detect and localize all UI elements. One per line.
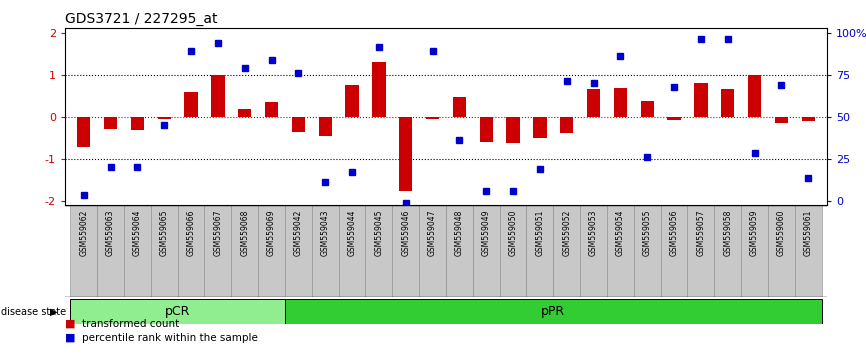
Bar <box>319 117 332 136</box>
Bar <box>795 205 822 297</box>
Bar <box>372 62 385 117</box>
Bar <box>473 205 500 297</box>
Bar <box>426 117 439 119</box>
Text: pCR: pCR <box>165 305 191 318</box>
Text: GSM559054: GSM559054 <box>616 210 625 256</box>
Bar <box>211 75 224 117</box>
Text: GSM559043: GSM559043 <box>320 210 330 256</box>
Bar <box>158 117 171 119</box>
Bar <box>258 205 285 297</box>
Bar <box>634 205 661 297</box>
Bar <box>721 90 734 117</box>
Text: GSM559060: GSM559060 <box>777 210 786 256</box>
Bar <box>668 117 681 120</box>
Text: GSM559046: GSM559046 <box>401 210 410 256</box>
Bar <box>238 109 251 117</box>
Text: pPR: pPR <box>541 305 565 318</box>
Bar <box>560 117 573 133</box>
Bar <box>768 205 795 297</box>
Text: GSM559052: GSM559052 <box>562 210 572 256</box>
Text: GSM559047: GSM559047 <box>428 210 437 256</box>
Bar <box>399 117 412 190</box>
Bar <box>131 117 144 130</box>
Text: ■: ■ <box>65 319 75 329</box>
Bar <box>231 205 258 297</box>
Text: GSM559048: GSM559048 <box>455 210 464 256</box>
Text: transformed count: transformed count <box>82 319 179 329</box>
Bar <box>614 88 627 117</box>
Bar <box>419 205 446 297</box>
Text: GSM559065: GSM559065 <box>159 210 169 256</box>
Bar <box>661 205 688 297</box>
Bar <box>802 117 815 121</box>
Bar <box>553 205 580 297</box>
Text: GSM559058: GSM559058 <box>723 210 733 256</box>
Bar <box>365 205 392 297</box>
Bar <box>480 117 493 142</box>
Text: ■: ■ <box>65 333 75 343</box>
Bar <box>292 117 305 132</box>
Text: GSM559069: GSM559069 <box>267 210 276 256</box>
Bar <box>507 117 520 143</box>
Text: GSM559055: GSM559055 <box>643 210 652 256</box>
Text: GSM559061: GSM559061 <box>804 210 813 256</box>
Text: GSM559044: GSM559044 <box>347 210 357 256</box>
Text: GSM559067: GSM559067 <box>213 210 223 256</box>
Bar <box>580 205 607 297</box>
Bar <box>695 83 708 117</box>
Bar <box>184 92 197 117</box>
Text: GSM559049: GSM559049 <box>481 210 491 256</box>
Text: GSM559045: GSM559045 <box>374 210 384 256</box>
Bar <box>748 75 761 117</box>
Bar <box>285 205 312 297</box>
Text: GSM559066: GSM559066 <box>186 210 196 256</box>
Bar <box>688 205 714 297</box>
Text: GSM559053: GSM559053 <box>589 210 598 256</box>
Bar <box>77 117 90 147</box>
Bar <box>151 205 178 297</box>
Text: GSM559051: GSM559051 <box>535 210 545 256</box>
Bar <box>714 205 741 297</box>
Text: percentile rank within the sample: percentile rank within the sample <box>82 333 258 343</box>
Bar <box>265 102 278 117</box>
Bar <box>104 117 117 129</box>
Text: GSM559059: GSM559059 <box>750 210 759 256</box>
Bar <box>527 205 553 297</box>
Bar <box>178 205 204 297</box>
Bar <box>346 85 359 117</box>
Bar <box>312 205 339 297</box>
Bar <box>446 205 473 297</box>
Text: GDS3721 / 227295_at: GDS3721 / 227295_at <box>65 12 217 26</box>
Bar <box>392 205 419 297</box>
Bar <box>641 101 654 117</box>
Bar <box>775 117 788 123</box>
Text: GSM559050: GSM559050 <box>508 210 518 256</box>
Bar <box>339 205 365 297</box>
Text: ▶: ▶ <box>49 307 57 316</box>
Bar <box>204 205 231 297</box>
Text: GSM559064: GSM559064 <box>132 210 142 256</box>
Bar <box>285 299 822 324</box>
Text: GSM559068: GSM559068 <box>240 210 249 256</box>
Text: GSM559057: GSM559057 <box>696 210 706 256</box>
Bar <box>587 90 600 117</box>
Text: GSM559042: GSM559042 <box>294 210 303 256</box>
Bar <box>70 299 285 324</box>
Text: GSM559063: GSM559063 <box>106 210 115 256</box>
Bar <box>70 205 97 297</box>
Bar <box>533 117 546 138</box>
Text: GSM559056: GSM559056 <box>669 210 679 256</box>
Text: GSM559062: GSM559062 <box>79 210 88 256</box>
Bar <box>607 205 634 297</box>
Bar <box>453 97 466 117</box>
Text: disease state: disease state <box>1 307 66 316</box>
Bar <box>741 205 768 297</box>
Bar <box>97 205 124 297</box>
Bar <box>124 205 151 297</box>
Bar <box>500 205 527 297</box>
